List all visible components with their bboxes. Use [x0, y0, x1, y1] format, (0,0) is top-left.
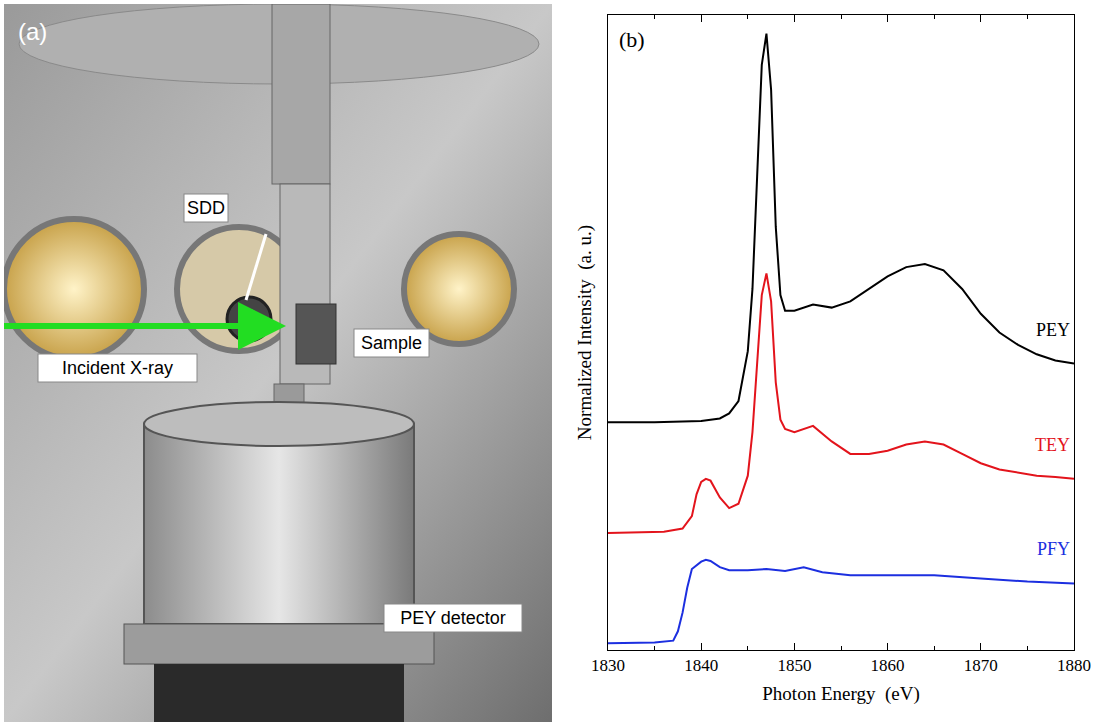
svg-text:(a): (a): [18, 18, 47, 45]
svg-text:PEY detector: PEY detector: [400, 608, 506, 628]
svg-text:Photon Energy (eV): Photon Energy (eV): [762, 683, 919, 705]
svg-text:1870: 1870: [964, 656, 998, 675]
svg-text:Normalized Intensity (a. u.): Normalized Intensity (a. u.): [574, 225, 596, 440]
svg-text:1850: 1850: [777, 656, 811, 675]
svg-text:1860: 1860: [871, 656, 905, 675]
svg-text:1880: 1880: [1057, 656, 1091, 675]
svg-text:SDD: SDD: [187, 198, 225, 218]
svg-text:1840: 1840: [684, 656, 718, 675]
svg-text:Sample: Sample: [361, 333, 422, 353]
svg-text:PFY: PFY: [1037, 539, 1070, 559]
svg-text:Incident X-ray: Incident X-ray: [62, 358, 173, 378]
svg-text:PEY: PEY: [1036, 320, 1070, 340]
svg-text:1830: 1830: [591, 656, 625, 675]
svg-text:TEY: TEY: [1035, 435, 1070, 455]
svg-text:(b): (b): [619, 27, 645, 52]
